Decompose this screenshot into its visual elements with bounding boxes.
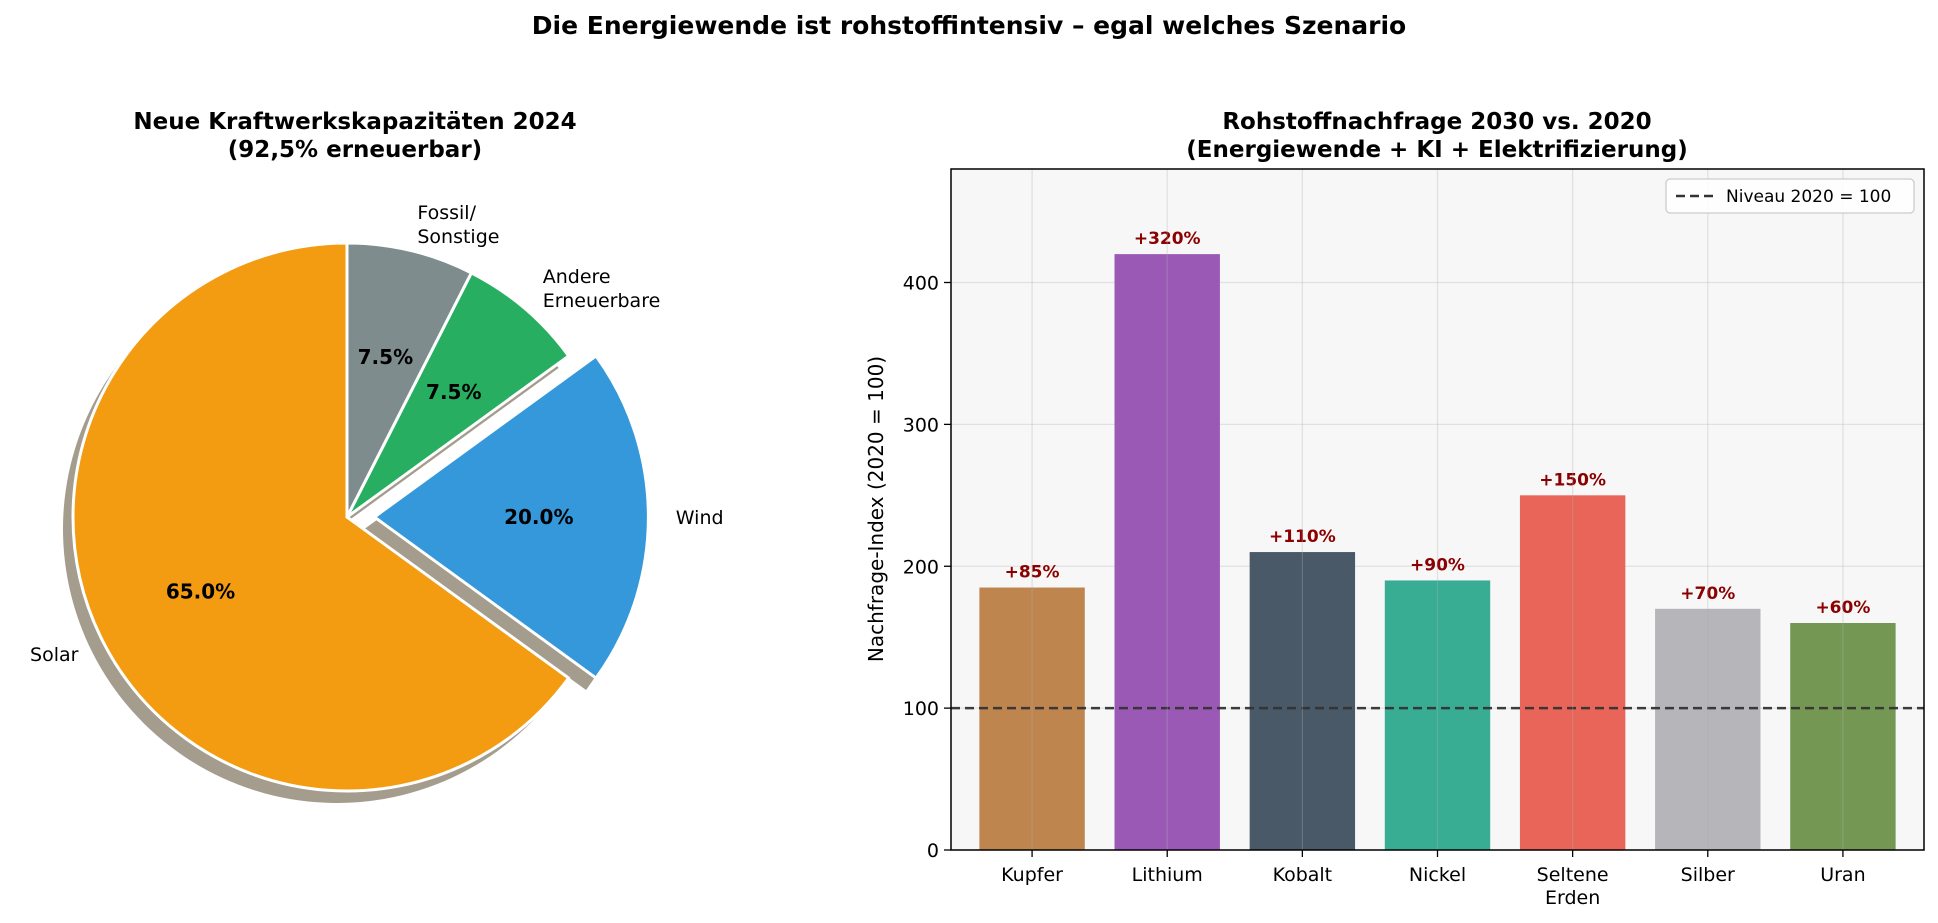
pie-chart: Neue Kraftwerkskapazitäten 2024 (92,5% e…	[30, 109, 724, 803]
bar-kupfer	[979, 587, 1085, 850]
pie-labels: 65.0% Solar 20.0% Wind 7.5% Andere Erneuerbare…	[30, 202, 724, 666]
pie-slices	[71, 241, 650, 793]
legend-label: Niveau 2020 = 100	[1726, 187, 1891, 207]
bar-vertical-grid	[1031, 169, 1844, 850]
x-tick-label-lithium: Lithium	[1132, 864, 1203, 886]
x-tick-label-nickel: Nickel	[1409, 864, 1466, 886]
pie-slice-solar	[71, 241, 571, 793]
bar-kobalt	[1249, 552, 1356, 850]
x-tick-label-uran: Uran	[1820, 864, 1865, 886]
pie-pct-label-fossil-sonstige: 7.5%	[358, 345, 413, 369]
bar-lithium	[1114, 254, 1220, 850]
pie-label-wind: Wind	[676, 507, 724, 529]
pie-slice-andere-erneuerbare	[345, 271, 571, 519]
legend-box	[1665, 178, 1915, 214]
bar-value-label-lithium: +320%	[1134, 229, 1201, 249]
pie-pct-label-solar: 65.0%	[166, 580, 235, 604]
pie-pct-label-andere-erneuerbare: 7.5%	[426, 380, 481, 404]
bar-axes: 0 100 200 300 400 Kupfer Lithium Kobalt Nickel Se…	[903, 168, 1925, 909]
bar-nickel	[1384, 580, 1491, 850]
pie-label-fossil-sonstige: Fossil/Sonstige	[417, 202, 499, 248]
pie-label-solar: Solar	[30, 644, 79, 666]
y-tick-label-400: 400	[903, 273, 939, 295]
bar-axes-frame	[950, 168, 1925, 851]
bar-title: Rohstoffnachfrage 2030 vs. 2020	[1222, 109, 1651, 135]
bar-uran	[1790, 623, 1896, 850]
pie-subtitle: (92,5% erneuerbar)	[228, 137, 482, 163]
pie-title: Neue Kraftwerkskapazitäten 2024	[133, 109, 576, 135]
bar-value-label-kupfer: +85%	[1005, 563, 1060, 583]
bar-value-label-nickel: +90%	[1410, 555, 1465, 575]
bar-subtitle: (Energiewende + KI + Elektrifizierung)	[1186, 137, 1687, 163]
bar-seltene-erden	[1519, 495, 1626, 850]
y-tick-label-300: 300	[903, 414, 939, 436]
bar-chart: Rohstoffnachfrage 2030 vs. 2020 (Energie…	[864, 109, 1925, 909]
x-tick-label-seltene-erden: Seltene Erden	[1537, 864, 1609, 909]
pie-slice-wind	[372, 354, 650, 680]
y-tick-label-0: 0	[927, 840, 939, 862]
bar-value-label-silber: +70%	[1680, 584, 1735, 604]
bar-silber	[1655, 608, 1761, 850]
x-tick-label-kobalt: Kobalt	[1273, 864, 1333, 886]
pie-slice-fossil-sonstige	[345, 241, 473, 519]
bar-value-label-seltene-erden: +150%	[1539, 470, 1606, 490]
bar-value-label-uran: +60%	[1815, 598, 1870, 618]
bar-bars: +85% +320% +110% +90% +150% +70% +60%	[979, 229, 1896, 850]
x-tick-label-kupfer: Kupfer	[1001, 864, 1063, 886]
x-tick-label-silber: Silber	[1681, 864, 1735, 886]
bar-ylabel: Nachfrage-Index (2020 = 100)	[864, 356, 888, 662]
bar-legend: Niveau 2020 = 100	[1665, 178, 1915, 214]
pie-label-andere-erneuerbare: Andere Erneuerbare	[543, 266, 661, 312]
figure-suptitle: Die Energiewende ist rohstoffintensiv – …	[532, 11, 1406, 40]
pie-pct-label-wind: 20.0%	[504, 505, 573, 529]
y-tick-label-200: 200	[903, 556, 939, 578]
y-tick-label-100: 100	[903, 698, 939, 720]
bar-value-label-kobalt: +110%	[1269, 527, 1336, 547]
